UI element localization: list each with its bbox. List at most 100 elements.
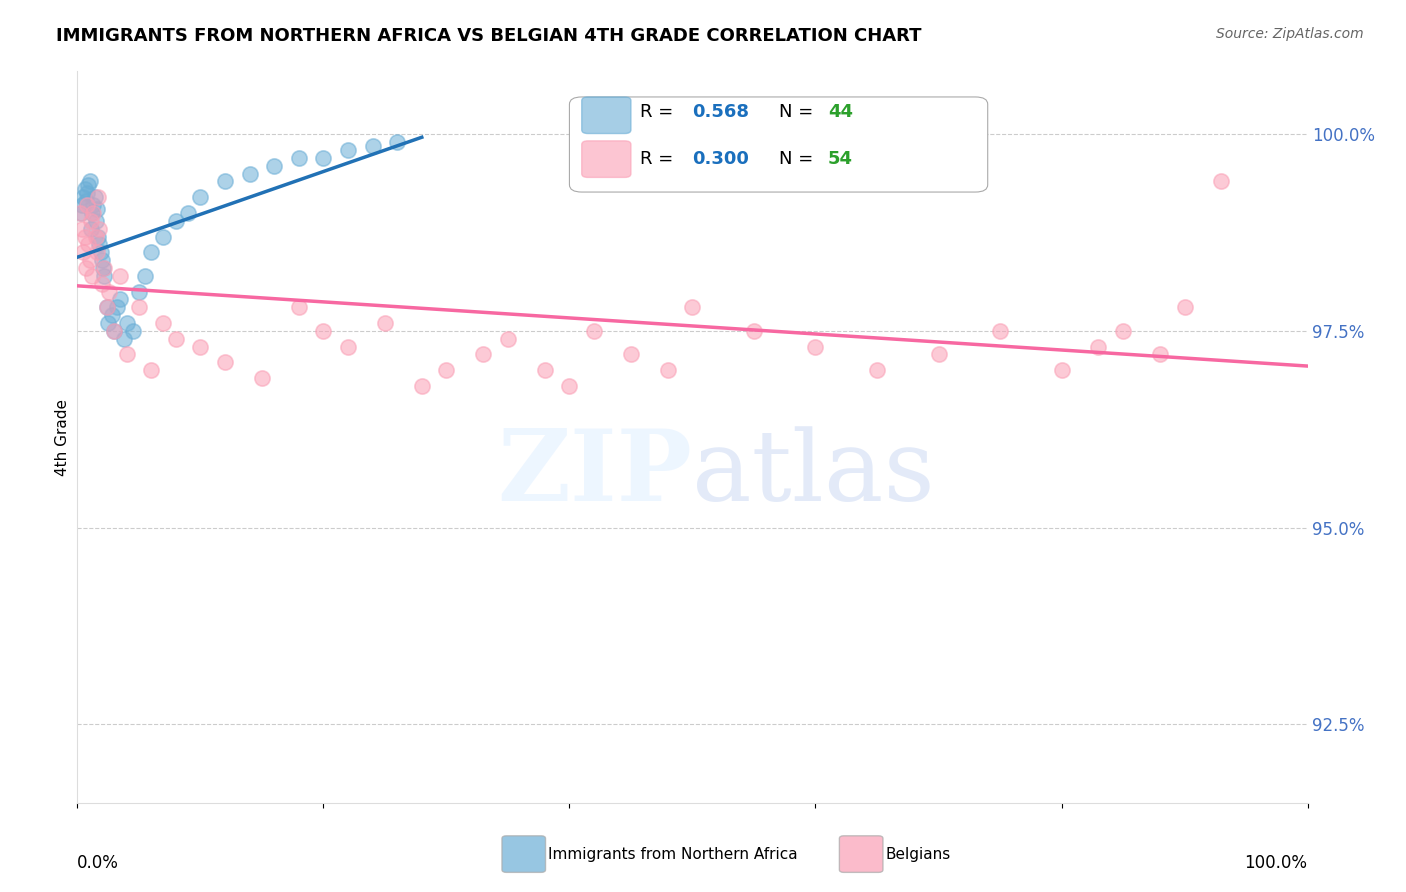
Point — [1050, 363, 1073, 377]
Point — [263, 159, 285, 173]
Text: Immigrants from Northern Africa: Immigrants from Northern Africa — [548, 847, 799, 862]
FancyBboxPatch shape — [569, 97, 988, 192]
Point — [583, 324, 606, 338]
Point — [69, 206, 91, 220]
Point — [98, 285, 121, 299]
Point — [657, 363, 679, 377]
Point — [90, 277, 114, 291]
Point — [558, 379, 581, 393]
Point — [121, 324, 143, 338]
Text: R =: R = — [640, 103, 679, 120]
Text: 100.0%: 100.0% — [1244, 854, 1308, 872]
Point — [75, 260, 97, 275]
Point — [77, 237, 100, 252]
Point — [115, 316, 138, 330]
Point — [134, 268, 156, 283]
Point — [105, 301, 128, 315]
Text: N =: N = — [779, 103, 818, 120]
Text: 0.300: 0.300 — [693, 150, 749, 168]
Point — [165, 332, 187, 346]
Point — [141, 245, 163, 260]
Point — [72, 245, 94, 260]
Point — [1087, 340, 1109, 354]
Point — [82, 206, 104, 220]
Point — [86, 202, 108, 216]
Point — [128, 301, 150, 315]
Point — [214, 355, 236, 369]
Text: Belgians: Belgians — [886, 847, 950, 862]
Point — [80, 221, 103, 235]
Point — [312, 151, 335, 165]
Point — [928, 347, 950, 361]
Point — [866, 363, 889, 377]
Point — [90, 253, 114, 268]
Point — [152, 229, 174, 244]
Point — [1149, 347, 1171, 361]
Point — [96, 301, 118, 315]
Text: 0.0%: 0.0% — [77, 854, 120, 872]
Text: Source: ZipAtlas.com: Source: ZipAtlas.com — [1216, 27, 1364, 41]
Point — [1112, 324, 1135, 338]
Point — [239, 167, 262, 181]
Point — [190, 340, 212, 354]
Point — [75, 194, 97, 208]
Point — [190, 190, 212, 204]
Point — [534, 363, 557, 377]
Y-axis label: 4th Grade: 4th Grade — [55, 399, 70, 475]
Point — [103, 324, 125, 338]
Point — [141, 363, 163, 377]
Point — [682, 301, 704, 315]
Point — [115, 347, 138, 361]
Point — [110, 268, 132, 283]
Point — [82, 206, 104, 220]
Point — [70, 206, 93, 220]
Point — [101, 308, 124, 322]
Point — [387, 135, 409, 149]
Point — [91, 260, 114, 275]
Point — [76, 186, 98, 201]
Point — [79, 174, 101, 188]
Point — [87, 190, 110, 204]
FancyBboxPatch shape — [582, 141, 631, 178]
Point — [496, 332, 519, 346]
Text: 0.568: 0.568 — [693, 103, 749, 120]
Point — [72, 190, 94, 204]
Point — [80, 214, 103, 228]
Point — [97, 316, 120, 330]
Point — [77, 178, 100, 193]
Text: atlas: atlas — [693, 425, 935, 522]
Point — [436, 363, 458, 377]
Point — [1211, 174, 1233, 188]
Point — [110, 293, 132, 307]
Point — [112, 332, 135, 346]
Point — [73, 229, 96, 244]
Point — [804, 340, 827, 354]
Point — [742, 324, 765, 338]
Point — [165, 214, 187, 228]
Point — [87, 229, 110, 244]
Point — [83, 190, 105, 204]
Point — [472, 347, 495, 361]
Point — [128, 285, 150, 299]
Point — [411, 379, 433, 393]
Point — [1174, 301, 1197, 315]
Point — [82, 268, 104, 283]
Point — [374, 316, 396, 330]
Text: 44: 44 — [828, 103, 853, 120]
Point — [70, 198, 93, 212]
Point — [90, 245, 112, 260]
Point — [73, 182, 96, 196]
Point — [337, 143, 360, 157]
Point — [70, 221, 93, 235]
FancyBboxPatch shape — [582, 97, 631, 134]
Point — [337, 340, 360, 354]
Point — [620, 347, 643, 361]
Point — [288, 151, 311, 165]
Point — [288, 301, 311, 315]
Point — [103, 324, 125, 338]
Point — [250, 371, 273, 385]
Point — [84, 229, 107, 244]
Point — [93, 260, 115, 275]
Point — [152, 316, 174, 330]
Point — [312, 324, 335, 338]
